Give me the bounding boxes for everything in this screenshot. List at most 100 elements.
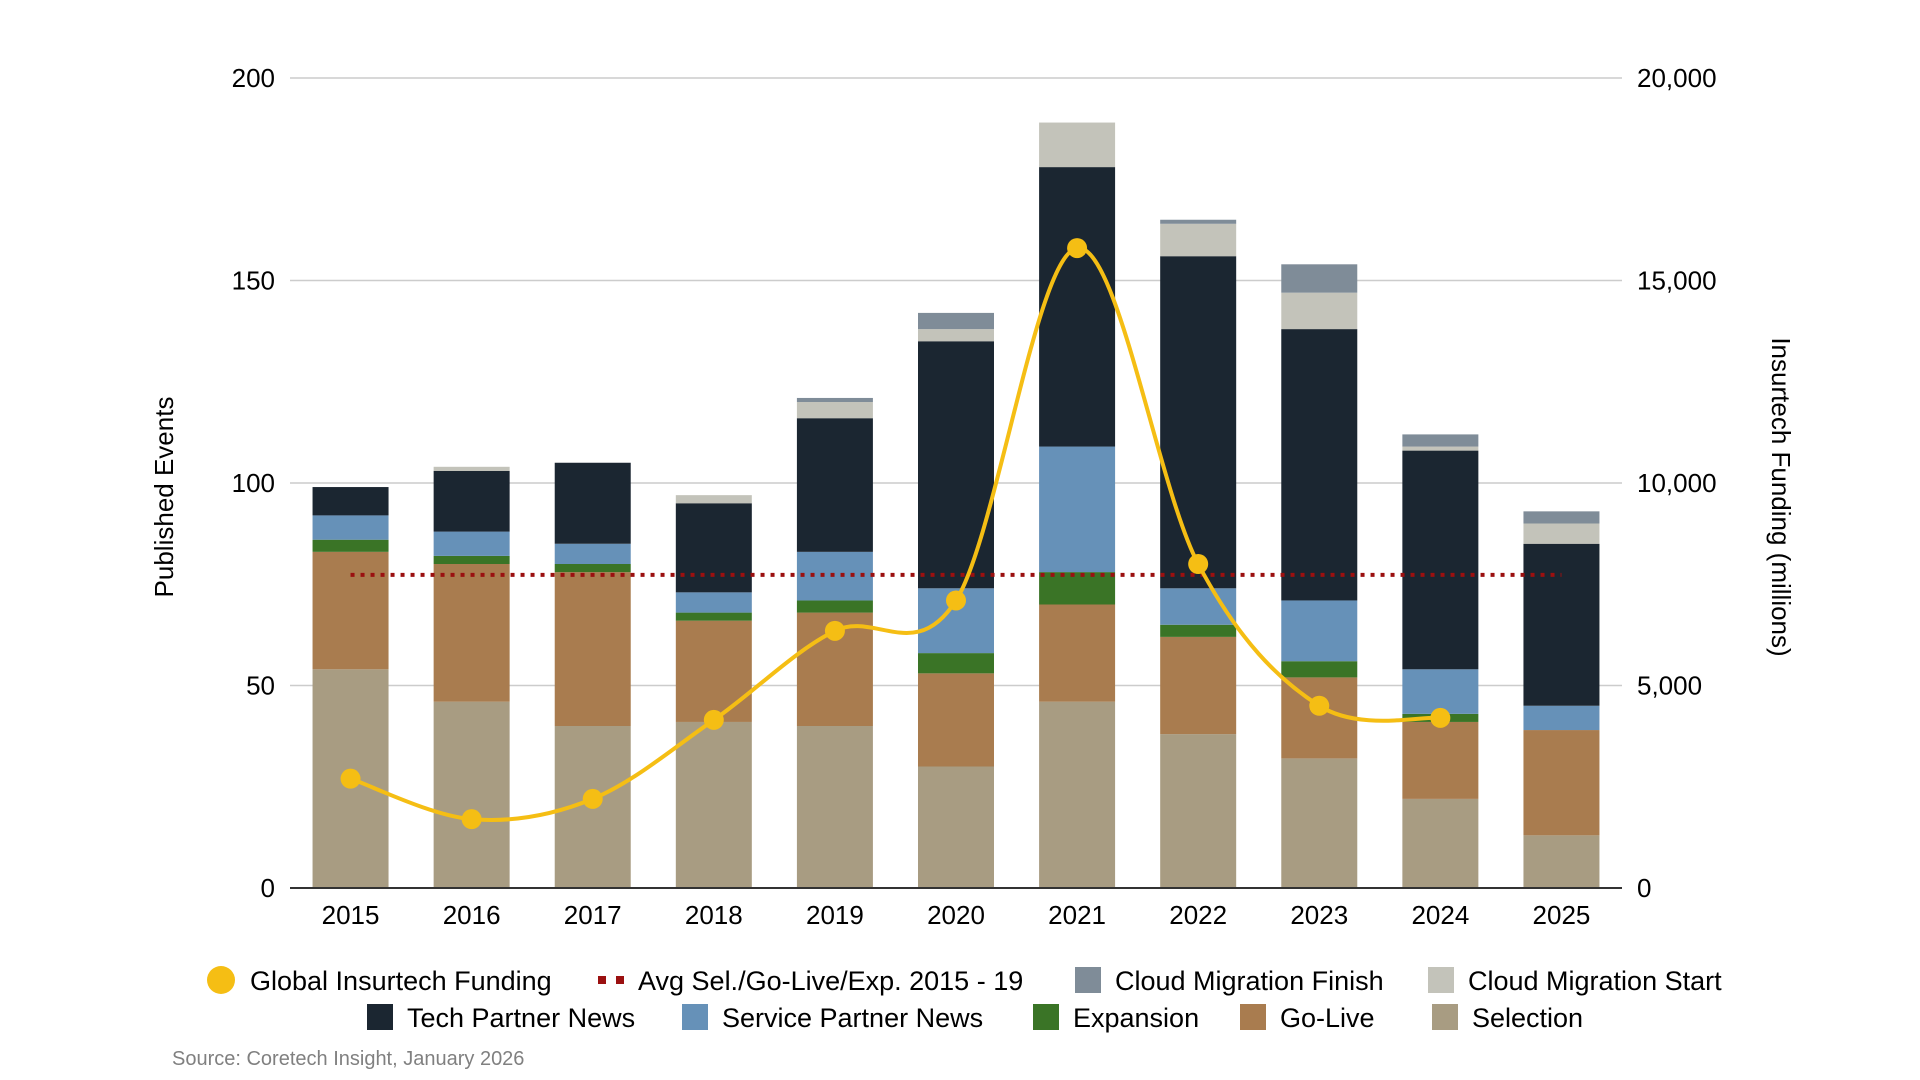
bar-segment: [433, 701, 510, 888]
bar-segment: [1039, 701, 1116, 888]
bar-segment: [1281, 758, 1358, 888]
bar-stack: [675, 495, 752, 888]
bar-segment: [918, 766, 994, 888]
bar-segment: [1281, 661, 1358, 678]
bar-segment: [1281, 264, 1358, 293]
x-tick-label: 2024: [1411, 900, 1469, 930]
bar-segment: [1039, 167, 1116, 447]
bar-segment: [675, 592, 752, 613]
bar-segment: [1402, 669, 1479, 714]
bar-stack: [312, 487, 389, 888]
legend-label: Cloud Migration Finish: [1115, 966, 1384, 996]
funding-point: [1430, 707, 1451, 728]
x-tick-label: 2025: [1533, 900, 1591, 930]
x-tick-label: 2016: [443, 900, 501, 930]
bar-segment: [554, 564, 631, 573]
bar-segment: [675, 620, 752, 722]
funding-line: [340, 238, 1451, 830]
bar-segment: [433, 470, 510, 532]
bar-segment: [1402, 446, 1479, 451]
x-tick-label: 2018: [685, 900, 743, 930]
bar-segment: [918, 329, 994, 342]
bar-stacks: [312, 122, 1600, 888]
bar-segment: [675, 612, 752, 621]
legend: Global Insurtech Funding Avg Sel./Go-Live…: [207, 966, 1722, 1033]
legend-label: Go-Live: [1280, 1003, 1375, 1033]
funding-curve: [349, 246, 1441, 822]
x-tick-label: 2020: [927, 900, 985, 930]
y-tick-label: 200: [232, 63, 275, 93]
bar-stack: [796, 397, 873, 888]
bar-segment: [796, 551, 873, 601]
bar-segment: [554, 462, 631, 544]
x-tick-label: 2021: [1048, 900, 1106, 930]
bar-segment: [1039, 572, 1116, 605]
bar-segment: [1402, 798, 1479, 888]
legend-label: Selection: [1472, 1003, 1583, 1033]
legend-label: Service Partner News: [722, 1003, 983, 1033]
bar-segment: [796, 726, 873, 888]
legend-label: Expansion: [1073, 1003, 1199, 1033]
bar-segment: [1523, 523, 1600, 544]
bar-stack: [1160, 219, 1237, 888]
bar-stack: [1281, 264, 1358, 888]
bar-segment: [1402, 721, 1479, 799]
legend-swatch: [367, 1004, 393, 1030]
bar-stack: [433, 466, 510, 888]
bar-stack: [918, 312, 994, 888]
bar-segment: [675, 495, 752, 504]
bar-segment: [312, 551, 389, 670]
legend-swatch: [616, 976, 624, 984]
bar-segment: [433, 531, 510, 556]
funding-point: [340, 768, 361, 789]
bar-segment: [1402, 450, 1479, 670]
bar-segment: [1281, 329, 1358, 601]
bar-segment: [1160, 624, 1237, 637]
bar-segment: [1039, 604, 1116, 702]
bar-segment: [1402, 434, 1479, 447]
y2-tick-label: 15,000: [1637, 266, 1717, 296]
bar-segment: [796, 600, 873, 613]
legend-swatch: [1428, 967, 1454, 993]
legend-swatch: [1075, 967, 1101, 993]
bar-segment: [1523, 543, 1600, 706]
x-tick-label: 2023: [1290, 900, 1348, 930]
legend-label: Tech Partner News: [407, 1003, 635, 1033]
bar-segment: [1160, 223, 1237, 257]
legend-label: Avg Sel./Go-Live/Exp. 2015 - 19: [638, 966, 1023, 996]
bar-segment: [675, 721, 752, 888]
legend-label: Global Insurtech Funding: [250, 966, 552, 996]
bar-stack: [1402, 434, 1479, 888]
bar-segment: [433, 555, 510, 564]
bar-segment: [554, 543, 631, 564]
bar-segment: [312, 539, 389, 552]
funding-point: [1309, 695, 1330, 716]
y2-axis-title: Insurtech Funding (millions): [1766, 337, 1796, 656]
bar-segment: [1523, 730, 1600, 836]
bar-segment: [918, 653, 994, 674]
y2-tick-label: 0: [1637, 873, 1651, 903]
y-axis-title: Published Events: [149, 397, 179, 598]
funding-point: [824, 620, 845, 641]
legend-swatch: [1240, 1004, 1266, 1030]
bar-segment: [1523, 835, 1600, 888]
funding-point: [461, 809, 482, 830]
bar-segment: [433, 466, 510, 471]
source-note: Source: Coretech Insight, January 2026: [172, 1048, 524, 1070]
bar-segment: [554, 572, 631, 726]
x-tick-label: 2019: [806, 900, 864, 930]
bar-segment: [675, 503, 752, 593]
bar-segment: [1160, 219, 1237, 224]
y-tick-label: 100: [232, 468, 275, 498]
bar-segment: [433, 564, 510, 702]
x-tick-label: 2022: [1169, 900, 1227, 930]
legend-swatch: [1033, 1004, 1059, 1030]
axes: 0 0 50 5,000 100 10,000 150 15,000 200 20,000 2015…: [232, 63, 1717, 930]
bar-segment: [1160, 636, 1237, 735]
bar-segment: [1160, 734, 1237, 888]
y-tick-label: 150: [232, 266, 275, 296]
bar-segment: [1523, 705, 1600, 731]
bar-segment: [796, 402, 873, 419]
bar-segment: [1039, 122, 1116, 168]
